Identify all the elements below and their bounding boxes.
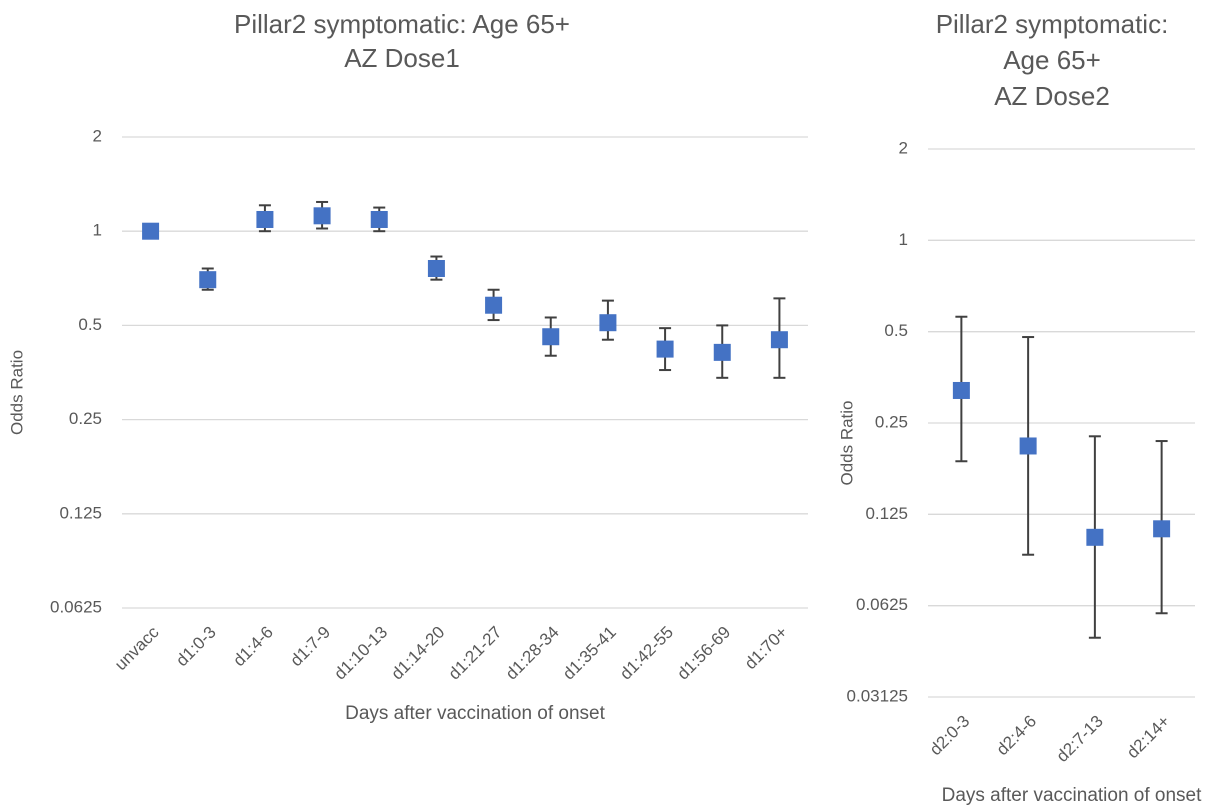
x-tick-label: d1:35-41 xyxy=(559,623,620,684)
x-tick-label: d1:4-6 xyxy=(229,623,277,671)
x-tick-label: d1:0-3 xyxy=(172,623,220,671)
x-tick-label: d2:0-3 xyxy=(926,712,974,760)
marker xyxy=(427,259,445,277)
marker xyxy=(1086,528,1104,546)
chart-title: Pillar2 symptomatic: Age 65+ xyxy=(234,9,570,39)
marker xyxy=(952,381,970,399)
y-tick-label: 0.0625 xyxy=(50,597,102,616)
y-tick-label: 0.125 xyxy=(59,503,102,522)
x-tick-label: d1:28-34 xyxy=(502,623,563,684)
x-tick-label: d2:4-6 xyxy=(993,712,1041,760)
y-tick-label: 0.125 xyxy=(865,504,908,523)
x-tick-label: d2:7-13 xyxy=(1053,712,1107,766)
x-axis-label: Days after vaccination of onset xyxy=(942,785,1203,806)
chart-title: Pillar2 symptomatic: xyxy=(936,9,1169,39)
marker xyxy=(770,331,788,349)
x-tick-label: d1:42-55 xyxy=(616,623,677,684)
y-tick-label: 0.25 xyxy=(875,412,908,431)
x-tick-label: d1:7-9 xyxy=(287,623,335,671)
marker xyxy=(656,340,674,358)
x-tick-label: d2:14+ xyxy=(1123,712,1174,763)
y-tick-label: 0.25 xyxy=(69,409,102,428)
marker xyxy=(599,314,617,332)
y-tick-label: 0.0625 xyxy=(856,595,908,614)
x-axis-label: Days after vaccination of onset xyxy=(345,703,606,724)
y-tick-label: 2 xyxy=(899,138,908,157)
y-tick-label: 2 xyxy=(93,126,102,145)
y-tick-label: 1 xyxy=(899,230,908,249)
marker xyxy=(142,222,160,240)
x-tick-label: d1:21-27 xyxy=(445,623,506,684)
chart-title: AZ Dose2 xyxy=(994,81,1110,111)
y-tick-label: 0.5 xyxy=(884,321,908,340)
marker xyxy=(256,210,274,228)
marker xyxy=(199,271,217,289)
y-axis-label: Odds Ratio xyxy=(7,350,26,435)
x-tick-label: d1:56-69 xyxy=(673,623,734,684)
marker xyxy=(713,343,731,361)
chart-title: Age 65+ xyxy=(1003,45,1101,75)
marker xyxy=(1019,437,1037,455)
y-tick-label: 0.03125 xyxy=(847,686,908,705)
x-tick-label: unvacc xyxy=(111,622,163,674)
marker xyxy=(370,210,388,228)
x-tick-label: d1:10-13 xyxy=(330,623,391,684)
marker xyxy=(542,328,560,346)
y-tick-label: 1 xyxy=(93,221,102,240)
marker xyxy=(313,207,331,225)
marker xyxy=(1153,520,1171,538)
x-tick-label: d1:14-20 xyxy=(388,623,449,684)
x-tick-label: d1:70+ xyxy=(741,623,792,674)
marker xyxy=(485,296,503,314)
y-tick-label: 0.5 xyxy=(78,315,102,334)
chart-title: AZ Dose1 xyxy=(344,43,460,73)
y-axis-label: Odds Ratio xyxy=(837,400,856,485)
